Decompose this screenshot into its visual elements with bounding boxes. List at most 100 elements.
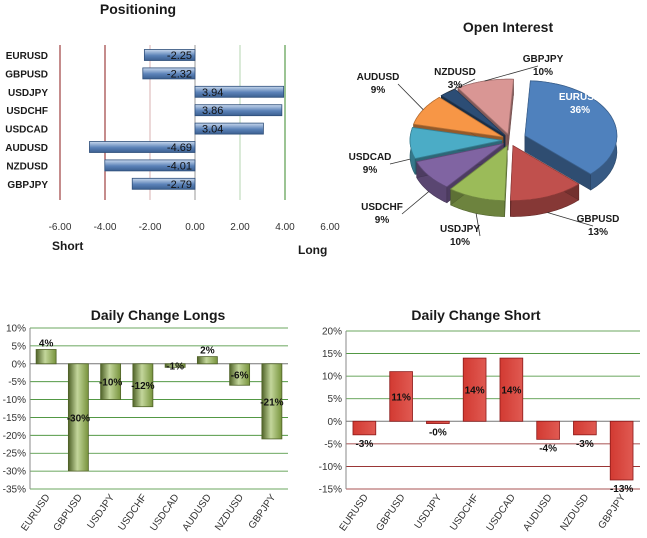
category-label-nzdusd: NZDUSD [6, 161, 48, 172]
y-tick-label: 0% [12, 359, 27, 370]
bar-gbpjpy [131, 177, 196, 190]
bar-usdcad [194, 122, 264, 135]
y-tick-label: -15% [319, 485, 342, 496]
x-category-label-nzdusd: NZDUSD [213, 492, 246, 532]
x-category-label-eurusd: EURUSD [19, 492, 52, 533]
value-label-usdjpy: 3.94 [202, 87, 223, 99]
leader-line-usdjpy [475, 213, 481, 237]
leader-line-gbpjpy [484, 65, 539, 82]
bar-audusd [196, 356, 218, 365]
open-interest-chart: Open Interest EURUSD 36% GBPUSD 13% USDJPY 10%… [340, 0, 647, 270]
bar-nzdusd [229, 363, 251, 386]
x-tick-label: 4.00 [275, 222, 295, 233]
bar-usdjpy [100, 363, 122, 400]
category-label-usdcad: USDCAD [5, 125, 48, 136]
category-label-eurusd: EURUSD [6, 51, 48, 62]
bar-usdjpy [426, 420, 450, 424]
x-category-label-gbpusd: GBPUSD [374, 492, 407, 533]
leader-line-usdcad [389, 158, 411, 165]
daily-change-longs-chart: Daily Change Longs 10% 5% 0% -5% -10% -15% -20%… [0, 300, 300, 538]
value-label-eurusd: -2.25 [167, 50, 192, 62]
bar-eurusd [352, 420, 377, 436]
slice-usdjpy [449, 144, 508, 201]
data-label-gbpjpy: -21% [260, 397, 283, 408]
y-tick-label: -35% [3, 485, 26, 496]
x-category-label-audusd: AUDUSD [521, 492, 554, 533]
category-label-usdchf: USDCHF [6, 106, 48, 117]
data-label-usdjpy: -10% [99, 378, 122, 389]
value-label-gbpjpy: -2.79 [167, 179, 192, 191]
y-tick-label: -10% [3, 395, 26, 406]
category-label-gbpjpy: GBPJPY [7, 180, 48, 191]
slice-percent-usdjpy: 10% [450, 237, 470, 248]
bar-nzdusd [104, 159, 196, 172]
x-category-label-usdcad: USDCAD [148, 492, 181, 533]
data-label-eurusd: -3% [355, 439, 373, 450]
leader-line-audusd [397, 83, 424, 110]
bar-nzdusd [573, 420, 597, 436]
x-category-label-gbpusd: GBPUSD [52, 492, 85, 533]
x-category-label-gbpjpy: GBPJPY [596, 492, 628, 531]
bar-gbpjpy [261, 363, 283, 440]
leader-line-nzdusd [447, 78, 476, 93]
slice-label-eurusd: EURUSD [559, 92, 601, 103]
x-category-label-usdchf: USDCHF [448, 492, 481, 532]
slice-percent-gbpusd: 13% [588, 227, 608, 238]
bar-usdchf [194, 104, 283, 117]
bar-gbpusd [142, 67, 196, 80]
leader-line-gbpusd [547, 212, 594, 227]
slice-gbpjpy [457, 78, 514, 136]
x-tick-label: -4.00 [94, 222, 117, 233]
y-tick-label: -25% [3, 449, 26, 460]
data-label-gbpusd: 11% [391, 392, 411, 403]
y-tick-label: -20% [3, 431, 26, 442]
y-tick-label: 0% [328, 417, 343, 428]
data-label-eurusd: 4% [39, 338, 54, 349]
bar-gbpusd [389, 371, 413, 422]
x-category-label-usdjpy: USDJPY [413, 492, 445, 531]
data-label-usdcad: -1% [166, 362, 184, 373]
slice-label-nzdusd: NZDUSD [434, 67, 476, 78]
x-tick-label: -6.00 [49, 222, 72, 233]
bar-eurusd [143, 49, 196, 61]
data-label-usdchf: -12% [131, 381, 154, 392]
bar-usdchf [132, 363, 154, 408]
data-label-nzdusd: -3% [576, 439, 594, 450]
bar-eurusd [35, 349, 57, 365]
daily-change-longs-chart-svg: Daily Change Longs 10% 5% 0% -5% -10% -15% -20%… [3, 307, 288, 533]
y-tick-label: -30% [3, 467, 26, 478]
short-label: Short [52, 239, 83, 253]
data-label-usdcad: 14% [501, 386, 521, 397]
value-label-nzdusd: -4.01 [167, 160, 192, 172]
open-interest-chart-svg: Open Interest EURUSD 36% GBPUSD 13% USDJPY 10%… [349, 19, 620, 248]
category-label-gbpusd: GBPUSD [5, 69, 48, 80]
slice-usdcad [409, 127, 503, 159]
y-tick-label: -10% [319, 462, 342, 473]
value-label-audusd: -4.69 [167, 142, 192, 154]
y-tick-label: -5% [324, 439, 342, 450]
slice-label-usdcad: USDCAD [349, 152, 392, 163]
slice-gbpusd [509, 144, 580, 202]
y-tick-label: 10% [322, 372, 342, 383]
y-tick-label: -15% [3, 413, 26, 424]
slice-percent-eurusd: 36% [570, 105, 590, 116]
slice-percent-gbpjpy: 10% [533, 67, 553, 78]
daily-change-longs-title: Daily Change Longs [91, 307, 226, 323]
slice-label-audusd: AUDUSD [357, 72, 400, 83]
leader-line-usdchf [401, 191, 430, 215]
positioning-chart: Positioning -6.00 -4.00 -2.00 0.00 2.00 4.00 6.… [0, 0, 340, 270]
value-label-usdchf: 3.86 [202, 105, 223, 117]
bar-gbpjpy [609, 420, 634, 481]
positioning-title: Positioning [100, 1, 176, 17]
positioning-chart-svg: Positioning -6.00 -4.00 -2.00 0.00 2.00 4.00 6.… [5, 1, 340, 257]
y-tick-label: -5% [8, 377, 26, 388]
x-category-label-audusd: AUDUSD [181, 492, 214, 533]
bar-gbpusd [67, 363, 89, 472]
bar-usdcad [164, 363, 186, 368]
long-label: Long [298, 243, 327, 257]
x-tick-label: 6.00 [320, 222, 340, 233]
daily-change-short-title: Daily Change Short [411, 307, 540, 323]
bar-audusd [536, 420, 560, 440]
y-tick-label: 5% [12, 341, 27, 352]
value-label-gbpusd: -2.32 [167, 68, 192, 80]
